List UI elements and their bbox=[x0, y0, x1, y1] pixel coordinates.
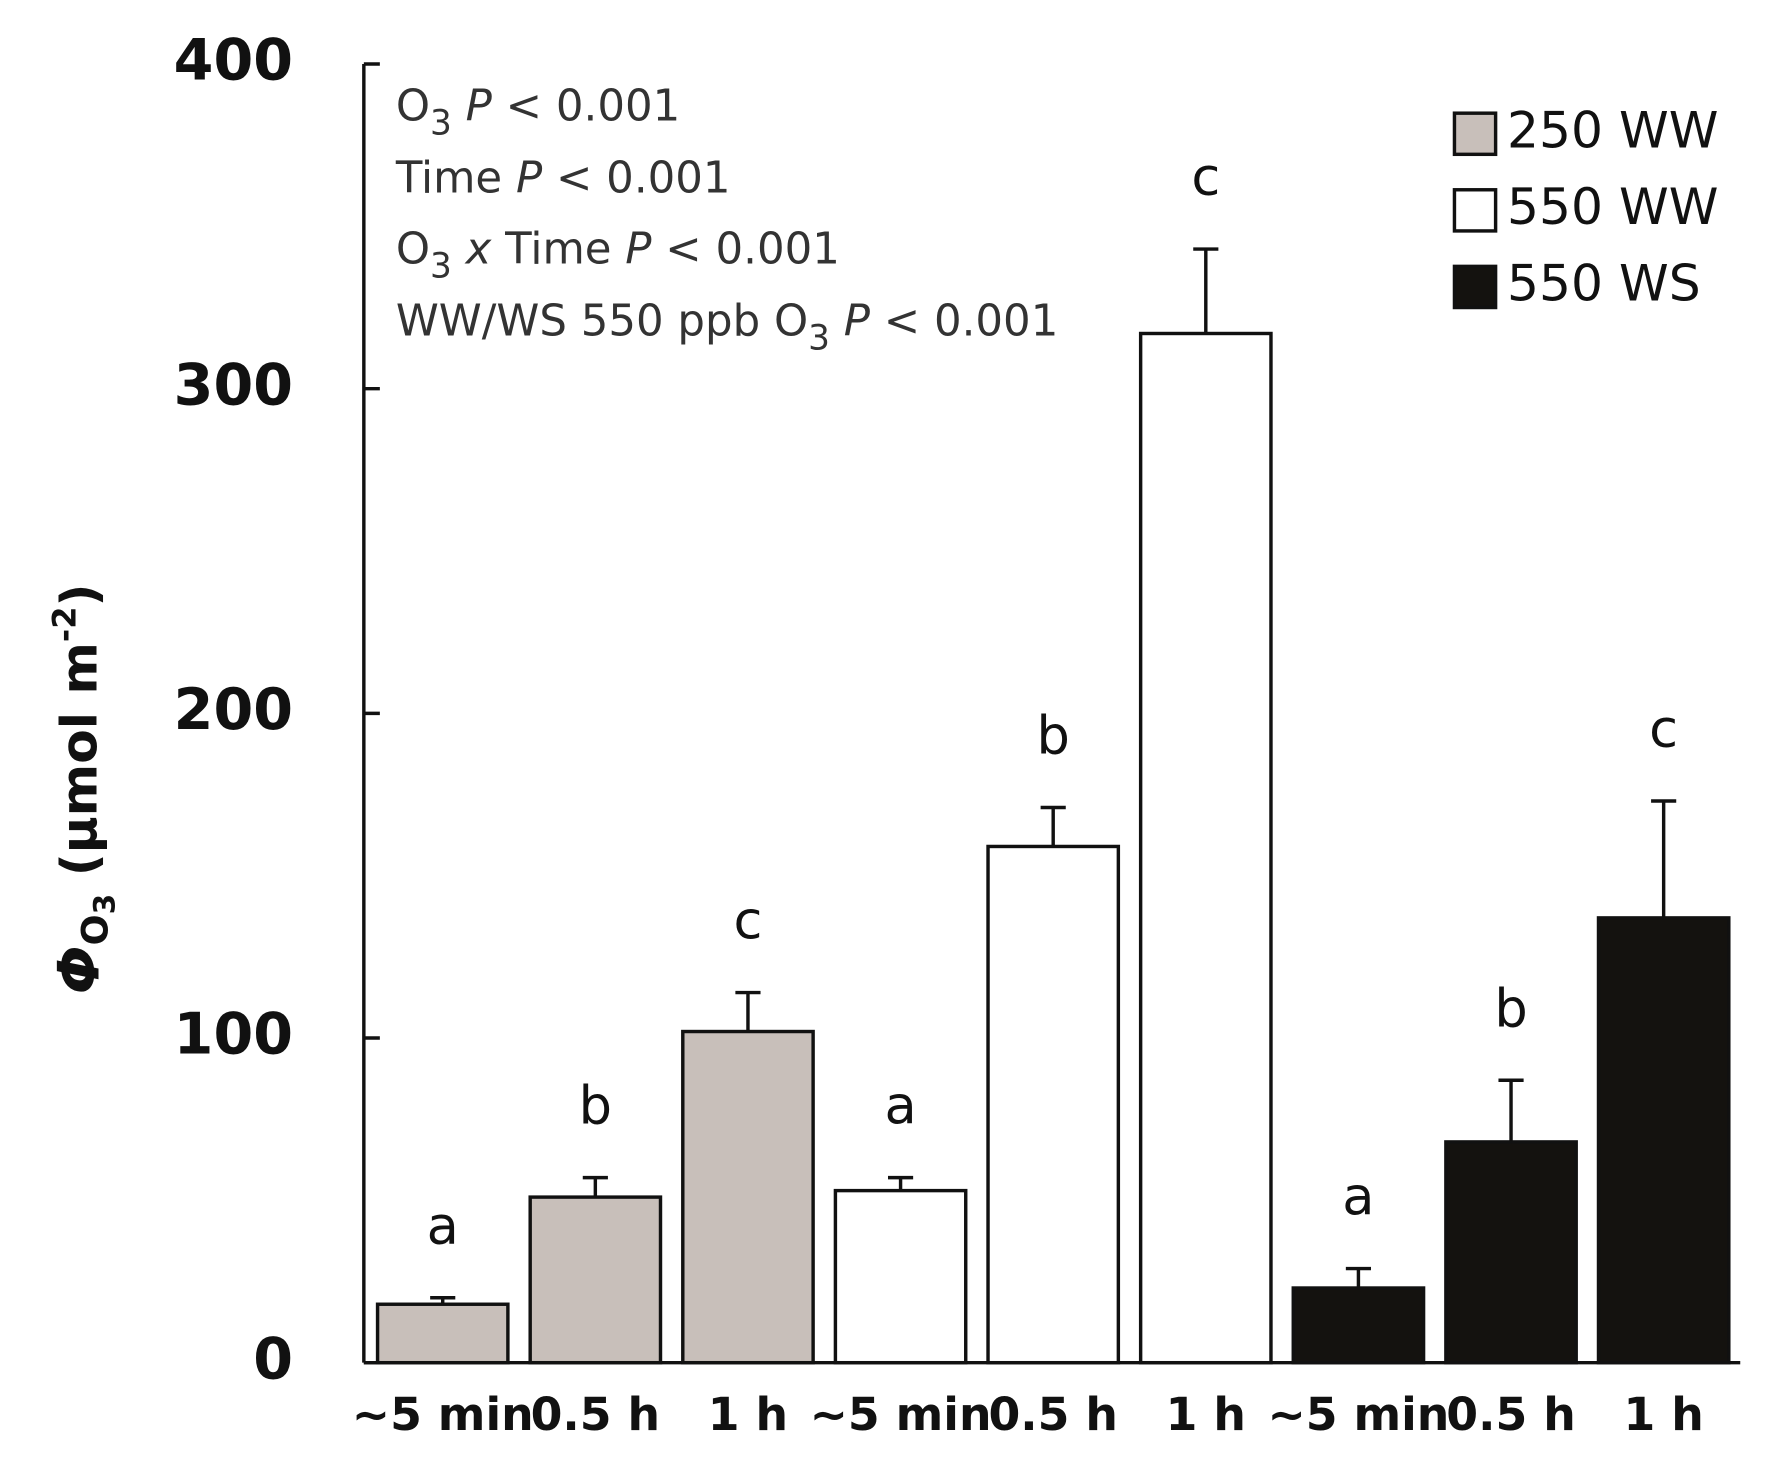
x-tick-label: 1 h bbox=[708, 1388, 788, 1441]
x-tick-label: ~5 min bbox=[352, 1388, 534, 1441]
annotation: WW/WS 550 ppb O3 P < 0.001 bbox=[396, 296, 1059, 358]
x-tick-label: 1 h bbox=[1624, 1388, 1704, 1441]
x-tick-label: 0.5 h bbox=[988, 1388, 1117, 1441]
significance-letter: b bbox=[1037, 706, 1070, 767]
annotation: Time P < 0.001 bbox=[395, 153, 731, 203]
legend-swatch bbox=[1452, 264, 1498, 310]
y-tick-label: 200 bbox=[174, 677, 293, 743]
x-tick-label: 0.5 h bbox=[1446, 1388, 1575, 1441]
legend-swatch bbox=[1452, 111, 1498, 157]
bar bbox=[986, 844, 1121, 1365]
bar bbox=[1596, 916, 1731, 1365]
significance-letter: a bbox=[1342, 1167, 1374, 1228]
bar bbox=[528, 1195, 663, 1365]
legend-label: 550 WW bbox=[1507, 177, 1718, 236]
y-tick-label: 300 bbox=[174, 352, 293, 418]
annotation: O3 P < 0.001 bbox=[396, 81, 680, 143]
y-tick-label: 400 bbox=[174, 28, 293, 94]
bar bbox=[681, 1029, 815, 1365]
significance-letter: b bbox=[1494, 978, 1527, 1039]
significance-letter: a bbox=[884, 1076, 916, 1137]
legend-label: 550 WS bbox=[1507, 253, 1701, 312]
bar bbox=[1291, 1286, 1426, 1365]
bar bbox=[375, 1302, 510, 1365]
legend-swatch bbox=[1452, 188, 1498, 233]
y-axis-label: ΦO3 (µmol m-2) bbox=[46, 584, 122, 995]
x-tick-label: ~5 min bbox=[1267, 1388, 1449, 1441]
significance-letter: b bbox=[579, 1076, 612, 1137]
x-tick-label: ~5 min bbox=[810, 1388, 992, 1441]
bar bbox=[833, 1188, 968, 1365]
bar bbox=[1444, 1140, 1578, 1365]
significance-letter: c bbox=[733, 891, 762, 952]
x-tick-label: 0.5 h bbox=[531, 1388, 660, 1441]
significance-letter: c bbox=[1191, 147, 1220, 208]
significance-letter: a bbox=[427, 1196, 459, 1257]
legend-label: 250 WW bbox=[1507, 100, 1718, 159]
y-tick-label: 0 bbox=[253, 1326, 293, 1392]
bar bbox=[1138, 331, 1273, 1365]
y-tick-label: 100 bbox=[174, 1002, 293, 1068]
x-tick-label: 1 h bbox=[1166, 1388, 1246, 1441]
significance-letter: c bbox=[1649, 699, 1678, 760]
annotation: O3 x Time P < 0.001 bbox=[396, 224, 840, 286]
